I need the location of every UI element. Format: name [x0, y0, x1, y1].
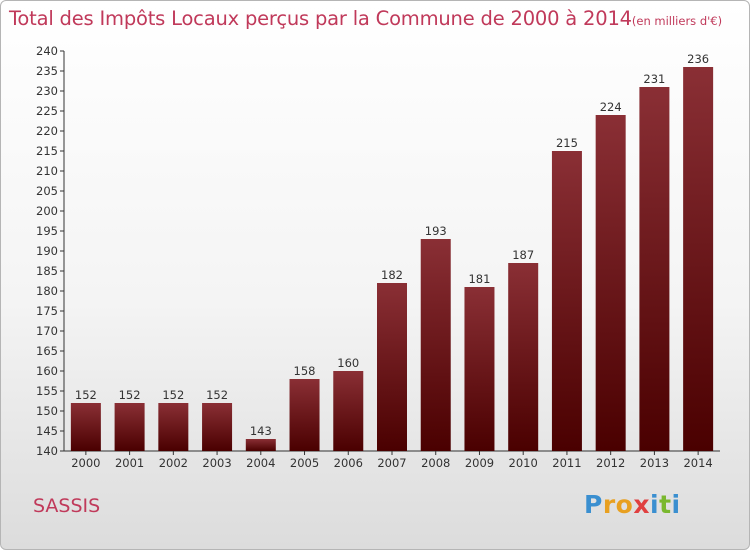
- y-tick-label: 180: [36, 284, 58, 298]
- bar-2000: [70, 403, 101, 451]
- x-tick-label: 2005: [290, 456, 319, 470]
- y-tick-label: 155: [36, 384, 58, 398]
- bar-value-label: 215: [556, 136, 578, 150]
- y-tick-label: 230: [36, 84, 58, 98]
- bar-2014: [683, 67, 714, 451]
- logo-letter: i: [671, 490, 681, 519]
- y-tick-label: 195: [36, 224, 58, 238]
- logo-letter: x: [633, 490, 650, 519]
- commune-name: SASSIS: [33, 495, 101, 517]
- y-tick-label: 225: [36, 104, 58, 118]
- y-tick-label: 145: [36, 424, 58, 438]
- title-text: Total des Impôts Locaux perçus par la Co…: [9, 7, 632, 30]
- bar-2003: [202, 403, 233, 451]
- chart-title: Total des Impôts Locaux perçus par la Co…: [9, 7, 722, 30]
- logo-letter: i: [650, 490, 660, 519]
- y-tick-label: 150: [36, 404, 58, 418]
- bar-value-label: 152: [162, 388, 184, 402]
- x-tick-label: 2010: [509, 456, 538, 470]
- proxiti-logo: Proxiti: [584, 490, 681, 519]
- x-tick-label: 2007: [377, 456, 406, 470]
- bar-2012: [595, 115, 626, 451]
- y-tick-label: 240: [36, 44, 58, 58]
- x-tick-label: 2001: [115, 456, 144, 470]
- x-tick-label: 2008: [421, 456, 450, 470]
- y-tick-label: 215: [36, 144, 58, 158]
- y-tick-label: 160: [36, 364, 58, 378]
- y-tick-label: 185: [36, 264, 58, 278]
- x-tick-label: 2004: [246, 456, 275, 470]
- bar-value-label: 152: [75, 388, 97, 402]
- bar-2005: [289, 379, 320, 451]
- bar-2011: [551, 151, 582, 451]
- bar-value-label: 181: [468, 272, 490, 286]
- x-tick-label: 2013: [640, 456, 669, 470]
- y-tick-label: 165: [36, 344, 58, 358]
- bar-value-label: 231: [643, 72, 665, 86]
- y-tick-label: 170: [36, 324, 58, 338]
- bar-value-label: 143: [250, 424, 272, 438]
- bar-2004: [245, 439, 276, 451]
- x-tick-label: 2002: [159, 456, 188, 470]
- bar-2008: [420, 239, 451, 451]
- bar-value-label: 152: [119, 388, 141, 402]
- bar-2010: [508, 263, 539, 451]
- y-tick-label: 200: [36, 204, 58, 218]
- title-unit: (en milliers d'€): [631, 14, 723, 28]
- y-tick-label: 140: [36, 444, 58, 458]
- y-tick-label: 220: [36, 124, 58, 138]
- bar-2009: [464, 287, 495, 451]
- logo-letter: o: [615, 490, 634, 519]
- x-tick-label: 2012: [596, 456, 625, 470]
- x-tick-label: 2006: [334, 456, 363, 470]
- x-tick-label: 2003: [202, 456, 231, 470]
- y-tick-label: 205: [36, 184, 58, 198]
- bar-value-label: 160: [337, 356, 359, 370]
- bar-2002: [158, 403, 189, 451]
- x-tick-label: 2000: [71, 456, 100, 470]
- x-tick-label: 2009: [465, 456, 494, 470]
- bar-2006: [333, 371, 364, 451]
- bar-value-label: 152: [206, 388, 228, 402]
- bar-2007: [377, 283, 407, 451]
- x-tick-label: 2014: [683, 456, 712, 470]
- logo-letter: r: [602, 490, 616, 519]
- bar-value-label: 224: [600, 100, 622, 114]
- bar-value-label: 236: [687, 52, 709, 66]
- logo-letter: P: [584, 490, 603, 519]
- bar-2013: [639, 87, 670, 451]
- bar-2001: [114, 403, 145, 451]
- y-tick-label: 175: [36, 304, 58, 318]
- y-tick-label: 190: [36, 244, 58, 258]
- x-tick-label: 2011: [552, 456, 581, 470]
- y-tick-label: 235: [36, 64, 58, 78]
- bar-value-label: 182: [381, 268, 403, 282]
- y-tick-label: 210: [36, 164, 58, 178]
- bar-value-label: 158: [294, 364, 316, 378]
- bar-value-label: 187: [512, 248, 534, 262]
- logo-letter: t: [659, 490, 672, 519]
- bar-value-label: 193: [425, 224, 447, 238]
